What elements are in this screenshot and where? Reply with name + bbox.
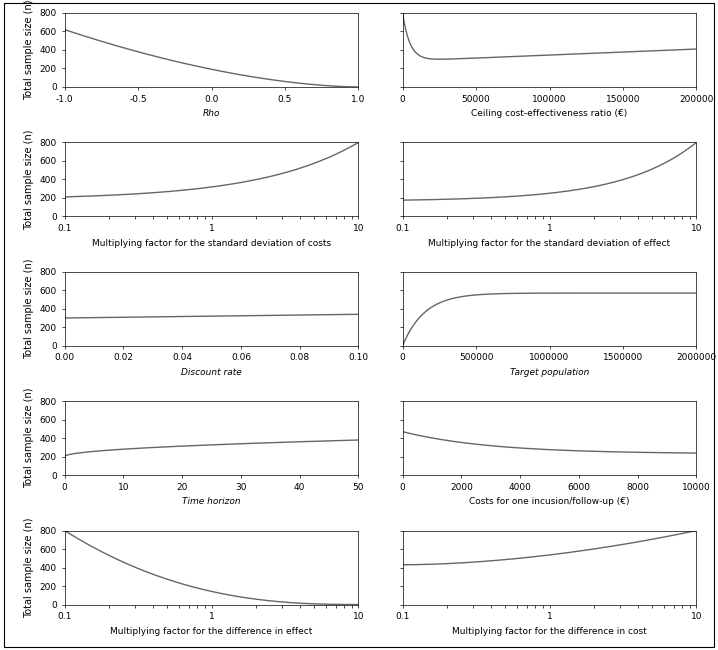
Y-axis label: Total sample size (n): Total sample size (n) — [24, 129, 34, 229]
Y-axis label: Total sample size (n): Total sample size (n) — [24, 259, 34, 359]
Y-axis label: Total sample size (n): Total sample size (n) — [24, 0, 34, 100]
Y-axis label: Total sample size (n): Total sample size (n) — [24, 517, 34, 617]
Y-axis label: Total sample size (n): Total sample size (n) — [24, 388, 34, 488]
X-axis label: Multiplying factor for the standard deviation of effect: Multiplying factor for the standard devi… — [429, 239, 671, 248]
X-axis label: Target population: Target population — [510, 368, 589, 377]
X-axis label: Ceiling cost-effectiveness ratio (€): Ceiling cost-effectiveness ratio (€) — [472, 109, 628, 118]
X-axis label: Multiplying factor for the difference in cost: Multiplying factor for the difference in… — [452, 627, 647, 636]
X-axis label: Rho: Rho — [202, 109, 220, 118]
X-axis label: Time horizon: Time horizon — [182, 497, 241, 506]
X-axis label: Multiplying factor for the standard deviation of costs: Multiplying factor for the standard devi… — [92, 239, 331, 248]
X-axis label: Costs for one incusion/follow-up (€): Costs for one incusion/follow-up (€) — [470, 497, 630, 506]
X-axis label: Discount rate: Discount rate — [181, 368, 242, 377]
X-axis label: Multiplying factor for the difference in effect: Multiplying factor for the difference in… — [111, 627, 313, 636]
